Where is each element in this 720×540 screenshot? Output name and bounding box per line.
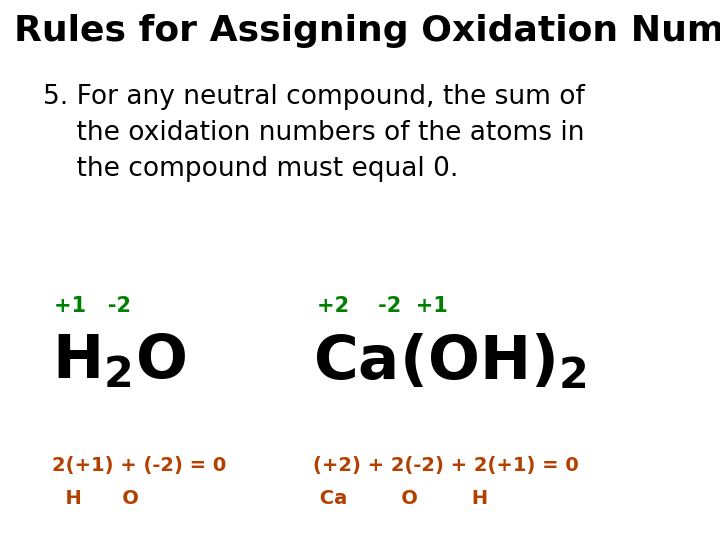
Text: $\mathbf{Ca(OH)_2}$: $\mathbf{Ca(OH)_2}$	[313, 332, 587, 392]
Text: +1   -2: +1 -2	[54, 296, 131, 316]
Text: Ca        O        H: Ca O H	[313, 489, 488, 508]
Text: 5. For any neutral compound, the sum of
    the oxidation numbers of the atoms i: 5. For any neutral compound, the sum of …	[43, 84, 585, 181]
Text: (+2) + 2(-2) + 2(+1) = 0: (+2) + 2(-2) + 2(+1) = 0	[313, 456, 579, 475]
Text: +2    -2  +1: +2 -2 +1	[317, 296, 448, 316]
Text: Rules for Assigning Oxidation Numbers: Rules for Assigning Oxidation Numbers	[14, 14, 720, 48]
Text: 2(+1) + (-2) = 0: 2(+1) + (-2) = 0	[52, 456, 226, 475]
Text: $\mathbf{H_2O}$: $\mathbf{H_2O}$	[52, 332, 186, 391]
Text: H      O: H O	[52, 489, 139, 508]
